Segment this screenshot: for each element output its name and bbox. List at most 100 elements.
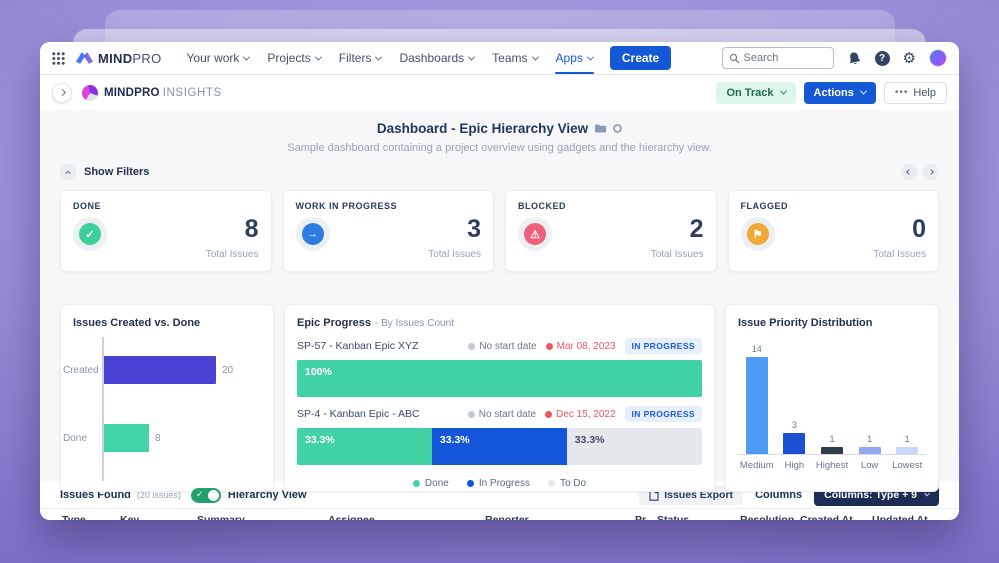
issues-created-vs-done-chart: Created 20 Done 8 bbox=[61, 335, 273, 483]
column-header-label: Type bbox=[62, 514, 86, 520]
epic-list: SP-57 - Kanban Epic XYZ No start date Mar … bbox=[285, 338, 714, 465]
epic-name: SP-4 - Kanban Epic - ABC bbox=[297, 408, 420, 420]
notifications-bell-icon[interactable] bbox=[845, 49, 863, 67]
nav-item-teams[interactable]: Teams bbox=[483, 42, 546, 74]
issues-count: (20 issues) bbox=[136, 490, 181, 500]
progress-segment-in_progress: 33.3% bbox=[431, 428, 567, 465]
stat-card-label: BLOCKED bbox=[518, 201, 566, 211]
show-filters-label[interactable]: Show Filters bbox=[84, 166, 150, 178]
sort-chevron-icon bbox=[142, 517, 148, 520]
nav-item-filters[interactable]: Filters bbox=[330, 42, 391, 74]
column-header-key[interactable]: Key bbox=[120, 514, 148, 520]
chevron-down-icon bbox=[243, 53, 251, 61]
page-title-text: Dashboard - Epic Hierarchy View bbox=[376, 121, 589, 136]
column-header-resolution[interactable]: Resolution bbox=[740, 514, 803, 520]
collapse-filters-icon[interactable] bbox=[60, 164, 76, 180]
column-header-type[interactable]: Type bbox=[62, 514, 94, 520]
search-input[interactable] bbox=[743, 52, 824, 64]
brand-text: MINDPRO bbox=[98, 50, 162, 66]
warning-icon: ⚠ bbox=[524, 223, 546, 245]
column-header-label: Summary bbox=[197, 514, 245, 520]
priority-value-label: 14 bbox=[751, 344, 762, 354]
gray-dot-icon bbox=[467, 410, 475, 418]
segment-percent-label: 33.3% bbox=[574, 434, 605, 446]
priority-bar-low bbox=[858, 447, 881, 454]
column-header-pr-[interactable]: Pr... bbox=[635, 514, 653, 520]
epic-name: SP-57 - Kanban Epic XYZ bbox=[297, 340, 419, 352]
column-header-label: Assignee bbox=[328, 514, 375, 520]
stat-icon-ring: ⚠ bbox=[518, 217, 552, 251]
stat-card-label: FLAGGED bbox=[740, 201, 788, 211]
column-header-status[interactable]: Status bbox=[657, 514, 698, 520]
issue-priority-distribution-panel: Issue Priority Distribution 14 3 1 1 1 Mediu… bbox=[725, 304, 939, 492]
issues-created-vs-done-panel: Issues Created vs. Done Created 20 Done 8 bbox=[60, 304, 274, 492]
insights-brand-text: MINDPRO INSIGHTS bbox=[104, 86, 222, 99]
stat-card-value: 0 bbox=[912, 215, 926, 243]
stat-card-value: 2 bbox=[689, 215, 704, 243]
column-header-summary[interactable]: Summary bbox=[197, 514, 254, 520]
title-block: Dashboard - Epic Hierarchy View Sample d… bbox=[40, 110, 959, 154]
epic-meta: No start date Mar 08, 2023 IN PROGRESS bbox=[468, 338, 702, 354]
user-avatar[interactable] bbox=[929, 49, 947, 67]
sort-chevron-icon bbox=[532, 517, 537, 520]
app-switcher-icon[interactable] bbox=[52, 51, 65, 65]
legend-item-in-progress: In Progress bbox=[466, 478, 530, 489]
start-date-text: No start date bbox=[479, 340, 537, 352]
stat-card-values: 3 Total Issues bbox=[428, 215, 481, 261]
stat-card-value: 3 bbox=[467, 215, 481, 243]
epic-progress-bar: 33.3% 33.3% 33.3% bbox=[297, 428, 702, 465]
nav-item-apps[interactable]: Apps bbox=[547, 42, 602, 74]
column-header-updated-at[interactable]: Updated At bbox=[872, 514, 936, 520]
stat-card-caption: Total Issues bbox=[650, 249, 704, 260]
columns-label[interactable]: Columns bbox=[755, 489, 803, 501]
actions-button[interactable]: Actions bbox=[803, 81, 876, 104]
hbar-created bbox=[104, 356, 216, 384]
help-button[interactable]: ••• Help bbox=[883, 81, 947, 104]
column-header-assignee[interactable]: Assignee bbox=[328, 514, 383, 520]
priority-value-label: 3 bbox=[791, 420, 797, 430]
chevron-down-icon bbox=[531, 53, 539, 61]
status-on-track-button[interactable]: On Track bbox=[716, 81, 796, 104]
epic-progress-panel: Epic Progress - By Issues Count SP-57 - K… bbox=[284, 304, 715, 492]
column-header-label: Created At bbox=[800, 514, 853, 520]
sidebar-expand-button[interactable] bbox=[52, 82, 72, 103]
help-question-icon[interactable]: ? bbox=[874, 50, 890, 66]
stat-card-caption: Total Issues bbox=[205, 249, 259, 260]
stat-card-body: ✓ 8 Total Issues bbox=[73, 217, 259, 260]
next-arrow-icon[interactable] bbox=[923, 164, 939, 180]
nav-item-dashboards[interactable]: Dashboards bbox=[390, 42, 483, 74]
nav-item-label: Dashboards bbox=[399, 51, 465, 65]
epic-due-date: Mar 08, 2023 bbox=[545, 341, 616, 352]
priority-value-label: 1 bbox=[829, 434, 835, 444]
column-header-created-at[interactable]: Created At bbox=[800, 514, 861, 520]
hierarchy-view-toggle[interactable]: ✓ bbox=[190, 487, 221, 503]
epic-progress-subtitle: - By Issues Count bbox=[374, 318, 454, 329]
nav-item-projects[interactable]: Projects bbox=[258, 42, 329, 74]
info-icon[interactable] bbox=[613, 124, 623, 133]
mindpro-logo[interactable]: MINDPRO bbox=[75, 51, 162, 66]
mindpro-insights-brand[interactable]: MINDPRO INSIGHTS bbox=[82, 84, 222, 101]
column-header-label: Updated At bbox=[872, 514, 928, 520]
epic-row-sp-57: SP-57 - Kanban Epic XYZ No start date Mar … bbox=[297, 338, 702, 354]
issue-priority-title: Issue Priority Distribution bbox=[738, 317, 873, 329]
dashboard-header: MINDPRO INSIGHTS On Track Actions ••• Help bbox=[40, 75, 959, 110]
sort-chevron-icon bbox=[930, 517, 936, 520]
priority-category-label: Highest bbox=[815, 460, 849, 471]
hbar-category-label: Done bbox=[63, 432, 87, 444]
column-header-reporter[interactable]: Reporter bbox=[485, 514, 537, 520]
create-button[interactable]: Create bbox=[609, 46, 672, 70]
flag-icon: ⚑ bbox=[746, 223, 769, 245]
nav-item-your-work[interactable]: Your work bbox=[178, 42, 259, 74]
carousel-pager bbox=[901, 164, 939, 180]
prev-arrow-icon[interactable] bbox=[901, 164, 917, 180]
folder-icon bbox=[595, 124, 607, 133]
epic-meta: No start date Dec 15, 2022 IN PROGRESS bbox=[467, 406, 702, 422]
top-navigation-bar: MINDPRO Your work Projects Filters Dashboar… bbox=[40, 42, 959, 75]
stat-card-values: 2 Total Issues bbox=[650, 215, 704, 261]
gray-dot-icon bbox=[468, 342, 476, 350]
search-box[interactable] bbox=[721, 47, 834, 69]
priority-col-high: 3 bbox=[777, 420, 811, 454]
settings-gear-icon[interactable]: ⚙ bbox=[902, 49, 916, 67]
nav-item-label: Your work bbox=[186, 51, 240, 65]
stat-card-caption: Total Issues bbox=[873, 249, 926, 260]
